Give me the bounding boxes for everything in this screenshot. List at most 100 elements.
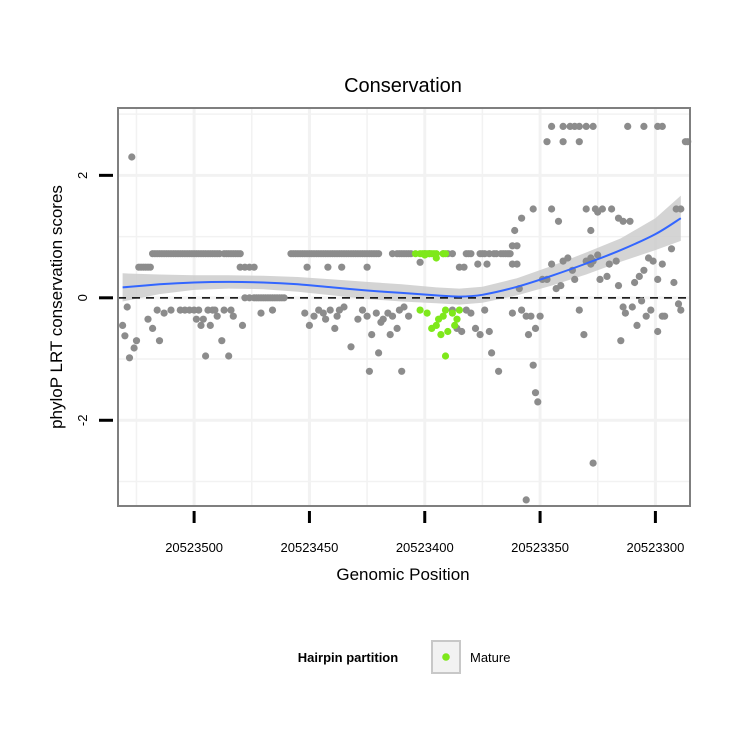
data-point [587, 226, 595, 235]
data-point [633, 321, 641, 329]
data-point [677, 205, 685, 213]
data-point [197, 321, 205, 329]
data-point [227, 306, 235, 314]
data-point [674, 300, 683, 308]
data-point [220, 306, 228, 314]
data-point [365, 367, 373, 375]
data-point [589, 122, 597, 130]
data-point [529, 361, 537, 369]
data-point [531, 389, 540, 397]
data-point [658, 122, 666, 130]
data-point [575, 138, 583, 146]
data-point [628, 303, 636, 311]
data-point [548, 205, 556, 213]
data-point [559, 122, 567, 130]
data-point [398, 367, 406, 375]
data-point [640, 122, 648, 130]
y-tick-label: 0 [75, 294, 90, 301]
legend: Hairpin partition Mature [298, 640, 510, 674]
data-point [467, 309, 475, 317]
data-point [326, 306, 334, 314]
data-point [626, 217, 634, 225]
data-point [268, 306, 277, 314]
data-point [153, 306, 161, 314]
mature-data-point [432, 321, 440, 329]
data-point [481, 306, 489, 314]
data-point [642, 312, 650, 320]
mature-data-point [451, 321, 459, 329]
data-point [119, 321, 127, 329]
data-point [603, 272, 611, 280]
data-point [368, 331, 376, 339]
data-point [488, 349, 496, 357]
data-point [667, 245, 676, 253]
data-point [319, 309, 327, 317]
data-point [372, 309, 380, 317]
data-point [571, 275, 579, 283]
y-tick-label: 2 [75, 172, 90, 179]
data-point [149, 324, 157, 332]
data-point [416, 258, 424, 266]
data-point [130, 344, 138, 352]
data-point [594, 251, 602, 259]
mature-data-point [441, 306, 450, 314]
data-point [554, 217, 563, 225]
data-point [624, 122, 632, 130]
data-point [331, 324, 339, 332]
data-point [160, 309, 168, 317]
data-point [347, 343, 355, 351]
data-point [405, 312, 413, 320]
data-point [393, 324, 401, 332]
data-point [310, 312, 318, 320]
data-point [658, 260, 666, 268]
data-point [511, 226, 519, 235]
data-point [379, 315, 387, 323]
data-point [543, 138, 551, 146]
data-point [495, 367, 503, 375]
data-point [506, 250, 514, 258]
legend-key-dot [442, 653, 450, 661]
data-point [146, 263, 154, 271]
data-point [608, 205, 616, 213]
data-point [677, 306, 685, 314]
data-point [301, 309, 309, 317]
data-point [564, 254, 572, 262]
data-point [333, 312, 341, 320]
mature-data-point [421, 251, 429, 259]
data-point [322, 315, 330, 323]
data-point [236, 250, 244, 258]
data-point [144, 315, 152, 323]
data-point [635, 272, 643, 280]
data-point [213, 312, 221, 320]
data-point [614, 282, 623, 290]
data-point [582, 122, 590, 130]
data-point [617, 337, 625, 345]
data-point [132, 337, 141, 345]
data-point [280, 294, 288, 302]
data-point [257, 309, 265, 317]
y-tick-label: -2 [75, 415, 90, 427]
data-point [225, 352, 233, 360]
data-point [128, 153, 136, 161]
mature-data-point [439, 312, 447, 320]
data-point [354, 315, 362, 323]
data-point [211, 306, 219, 314]
data-point [621, 309, 630, 317]
data-point [460, 263, 468, 271]
x-tick-label: 20523500 [165, 540, 223, 555]
data-point [121, 332, 129, 340]
data-point [575, 122, 583, 130]
data-point [518, 306, 526, 314]
data-point [483, 260, 491, 268]
data-point [202, 352, 210, 360]
data-point [338, 263, 346, 271]
x-tick-label: 20523350 [511, 540, 569, 555]
legend-entry-mature: Mature [470, 650, 510, 665]
mature-data-point [423, 309, 431, 317]
data-point [513, 242, 521, 250]
data-point [575, 306, 583, 314]
data-point [619, 303, 627, 311]
data-point [485, 327, 493, 336]
data-point [605, 260, 613, 268]
